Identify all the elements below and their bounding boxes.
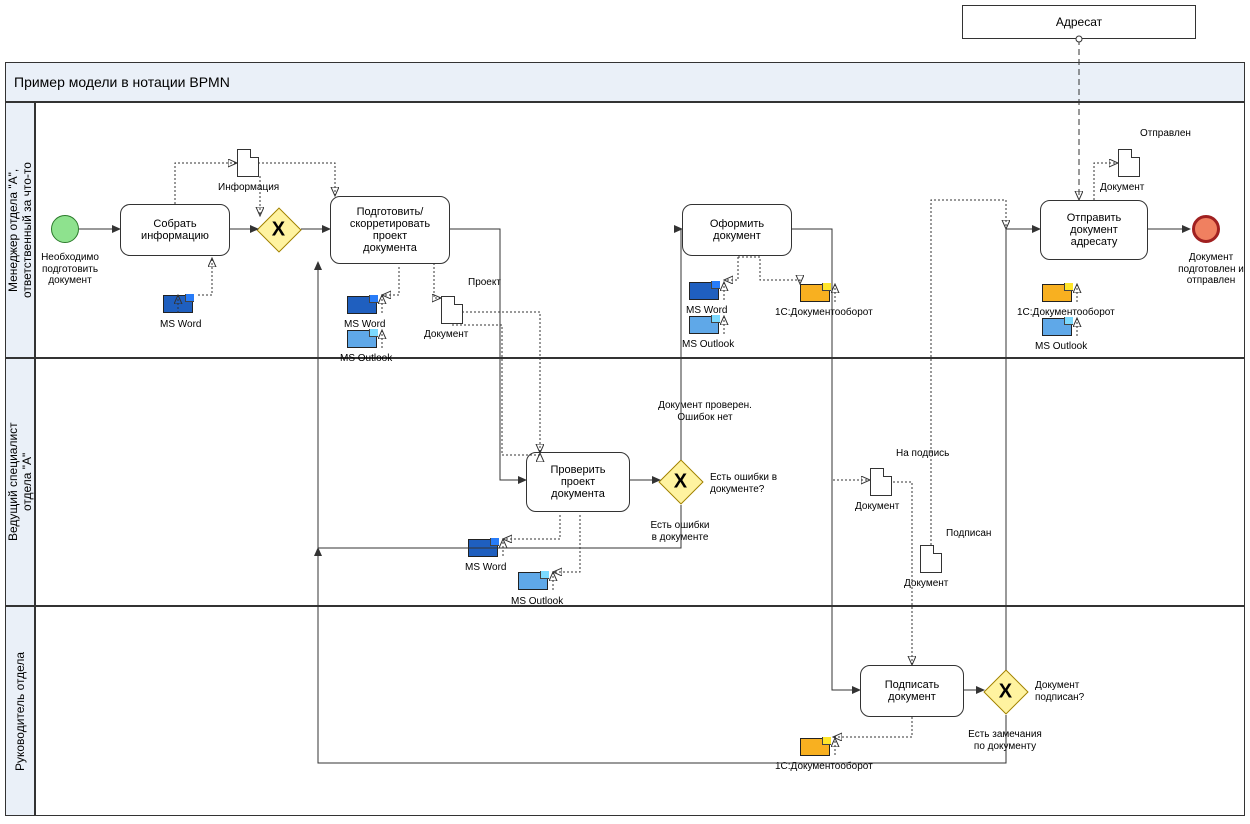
bpmn-diagram: АдресатПример модели в нотации BPMNМенед… — [0, 0, 1250, 824]
